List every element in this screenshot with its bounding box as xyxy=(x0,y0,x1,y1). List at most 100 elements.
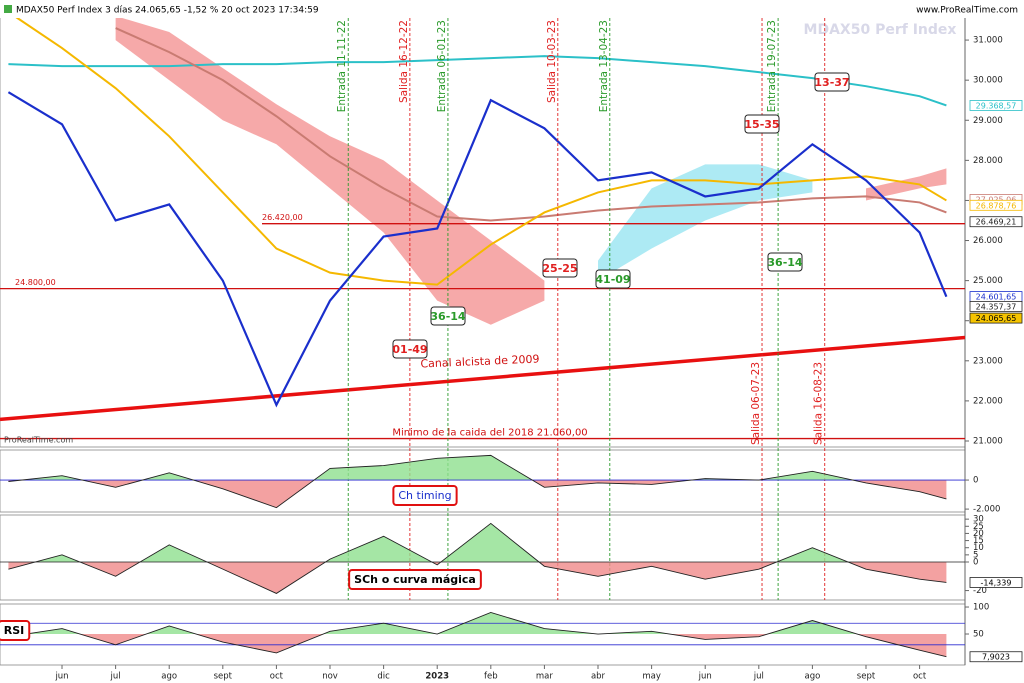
last-value-box xyxy=(969,651,1023,663)
level-label: 24.800,00 xyxy=(15,278,56,287)
x-tick-label: jul xyxy=(753,672,764,682)
indicator-line xyxy=(8,611,947,658)
y-tick-label: 15 xyxy=(973,536,984,546)
price-label-box xyxy=(969,100,1023,111)
y-tick-label: 20 xyxy=(973,529,984,539)
level-label: Minimo de la caida del 2018 21.060,00 xyxy=(392,428,587,439)
signal-box xyxy=(595,269,631,289)
signal-label: Entrada 19-07-23 xyxy=(766,20,778,112)
x-tick-label: oct xyxy=(913,672,927,682)
price-label-box xyxy=(969,216,1023,228)
x-tick-label: feb xyxy=(484,672,498,682)
x-tick-label: sept xyxy=(857,672,876,682)
indicator-name: SCh o curva mágica xyxy=(354,573,476,586)
y-tick-label: 0 xyxy=(973,558,978,568)
signal-label: Salida 16-12-22 xyxy=(398,20,410,103)
trend-line xyxy=(0,335,965,422)
negative-area xyxy=(8,634,947,657)
trend-label: Canal alcista de 2009 xyxy=(420,353,540,371)
last-value-label: 7,9023 xyxy=(982,653,1010,662)
x-tick-label: ago xyxy=(804,672,820,682)
y-tick-label: 30 xyxy=(973,515,984,525)
y-tick-label: 5 xyxy=(973,550,978,560)
signal-label: Salida 16-08-23 xyxy=(813,362,825,445)
x-tick-label: jun xyxy=(698,672,712,682)
price-label: 26.469,21 xyxy=(976,218,1017,227)
signal-box xyxy=(430,306,466,326)
x-tick-label: abr xyxy=(591,672,606,682)
indicator-name: RSI xyxy=(4,624,25,637)
negative-area xyxy=(8,480,947,508)
positive-area xyxy=(8,523,947,562)
y-tick-label: 26.000 xyxy=(973,236,1003,246)
indicator-name-box xyxy=(392,485,458,506)
y-tick-label: 0 xyxy=(973,476,978,486)
x-tick-label: 2023 xyxy=(425,672,449,682)
x-tick-label: jul xyxy=(110,672,121,682)
negative-area xyxy=(8,562,947,594)
price-label: 24.065,65 xyxy=(976,314,1017,323)
indicator-line xyxy=(8,522,947,594)
price-label-box xyxy=(969,312,1023,324)
y-tick-label: 21.000 xyxy=(973,436,1003,446)
x-tick-label: oct xyxy=(270,672,284,682)
x-tick-label: jun xyxy=(54,672,68,682)
y-tick-label: -2.000 xyxy=(973,505,1000,515)
x-tick-label: may xyxy=(642,672,661,682)
signal-box xyxy=(767,252,803,272)
signal-label: Salida 10-03-23 xyxy=(546,20,558,103)
price-label: 24.357,37 xyxy=(976,302,1017,311)
series-line xyxy=(7,11,947,286)
positive-area xyxy=(8,455,947,481)
y-tick-label: -20 xyxy=(973,586,987,596)
y-tick-label: 25 xyxy=(973,522,984,532)
price-label: 26.878,76 xyxy=(976,201,1017,210)
signal-label: Salida 06-07-23 xyxy=(750,362,762,445)
indicator-name-box xyxy=(0,620,31,641)
signal-box-label: 13-37 xyxy=(814,76,849,89)
series-line xyxy=(115,27,947,222)
signal-label: Entrada 13-04-23 xyxy=(598,20,610,112)
header-icon xyxy=(4,5,12,13)
header-source: www.ProRealTime.com xyxy=(916,6,1018,16)
signal-label: Entrada 06-01-23 xyxy=(436,20,448,112)
signal-box-label: 15-35 xyxy=(744,118,779,131)
signal-box xyxy=(542,258,578,278)
series-line xyxy=(8,55,947,107)
y-tick-label: 22.000 xyxy=(973,396,1003,406)
signal-box xyxy=(814,72,850,92)
price-label: 29.368,57 xyxy=(976,101,1017,110)
x-tick-label: sept xyxy=(214,672,233,682)
signal-box xyxy=(392,339,428,359)
cloud xyxy=(866,168,947,201)
x-tick-label: ago xyxy=(161,672,177,682)
price-label-box xyxy=(969,199,1023,211)
indicator-line xyxy=(8,454,947,509)
y-tick-label: 29.000 xyxy=(973,116,1003,126)
cloud xyxy=(115,16,545,325)
x-tick-label: mar xyxy=(536,672,553,682)
main-plot: 26.420,00 24.800,00 Minimo de la caida del… xyxy=(0,11,965,440)
y-tick-label: 10 xyxy=(973,543,984,553)
y-tick-label: 100 xyxy=(973,603,989,613)
signal-label: Entrada 11-11-22 xyxy=(336,20,348,112)
signal-box-label: 36-14 xyxy=(430,310,466,323)
last-value-label: -14,339 xyxy=(981,578,1012,587)
header-title: MDAX50 Perf Index 3 días 24.065,65 -1,52… xyxy=(16,6,319,16)
y-tick-label: 50 xyxy=(973,630,984,640)
header-band xyxy=(0,0,1024,18)
y-tick-label: 23.000 xyxy=(973,356,1003,366)
y-tick-label: 28.000 xyxy=(973,156,1003,166)
brand: ProRealTime.com xyxy=(4,436,73,445)
indicator-name: Ch timing xyxy=(398,489,451,502)
x-tick-label: nov xyxy=(322,672,338,682)
cloud xyxy=(598,164,813,281)
signal-box-label: 41-09 xyxy=(595,273,630,286)
indicator-name-box xyxy=(348,569,482,590)
y-tick-label: 30.000 xyxy=(973,76,1003,86)
last-value-box xyxy=(969,577,1023,588)
series-line xyxy=(7,91,948,408)
signal-box-label: 36-14 xyxy=(767,256,803,269)
